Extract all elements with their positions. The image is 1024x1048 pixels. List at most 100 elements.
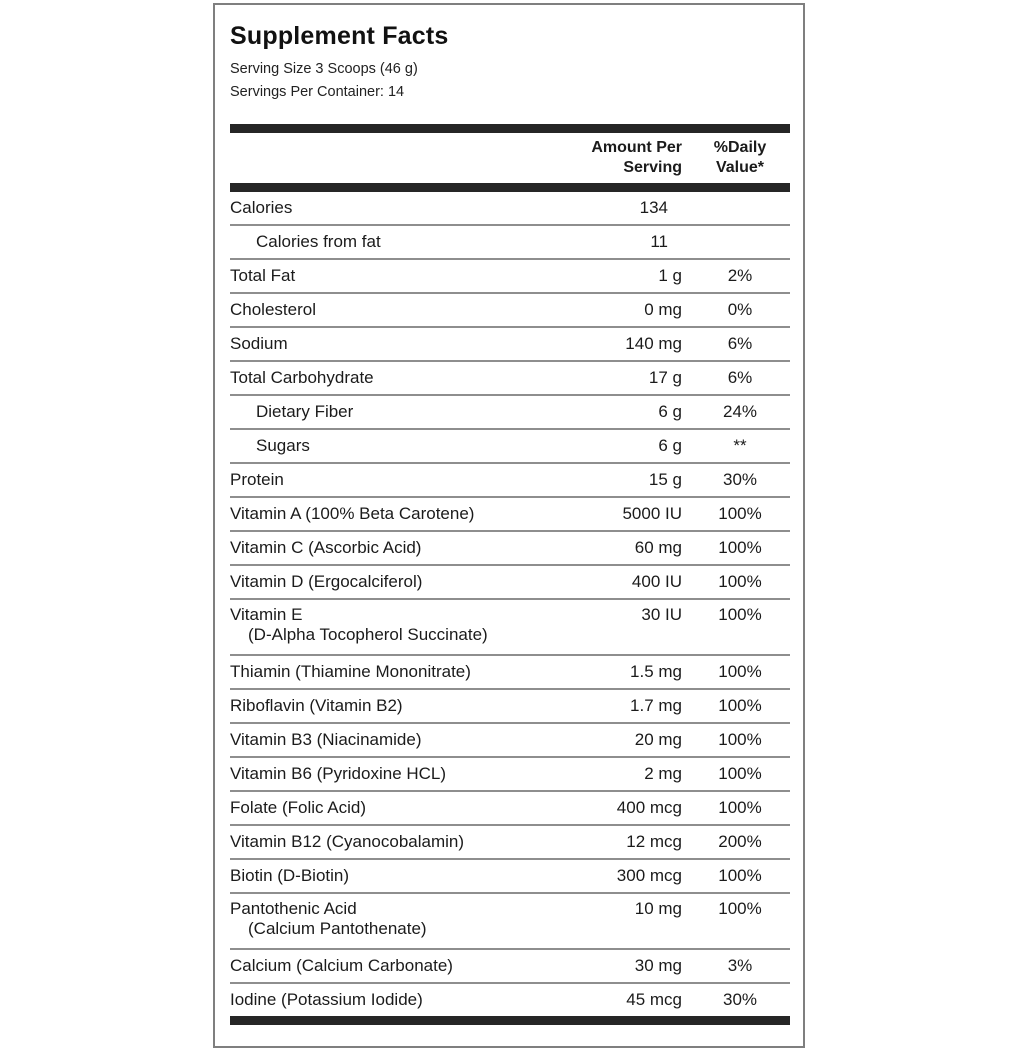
nutrient-row: Vitamin E (D-Alpha Tocopherol Succinate)… (230, 600, 790, 656)
amount-value: 300 mcg (616, 866, 682, 885)
nutrient-row: Total Fat 1 g 2% (230, 260, 790, 294)
supplement-facts-title: Supplement Facts (230, 22, 449, 50)
nutrient-name-line1: Biotin (D-Biotin) (230, 866, 350, 885)
amount-value: 15 g (648, 470, 682, 489)
daily-value: 2% (727, 266, 753, 285)
nutrient-name: Vitamin B6 (Pyridoxine HCL) (230, 764, 570, 784)
nutrient-name-line1: Vitamin D (Ergocalciferol) (230, 572, 423, 591)
amount-value: 6 g (658, 436, 682, 455)
daily-value: 30% (722, 470, 758, 489)
daily-value: ** (733, 436, 747, 455)
amount-value: 6 g (658, 402, 682, 421)
daily-value: 100% (718, 605, 762, 624)
header-spacer (230, 138, 570, 178)
daily-value: 100% (718, 798, 762, 817)
nutrient-name-line1: Calcium (Calcium Carbonate) (230, 956, 453, 975)
nutrient-name: Vitamin C (Ascorbic Acid) (230, 538, 570, 558)
supplement-facts-panel: Supplement Facts Serving Size 3 Scoops (… (213, 3, 805, 1048)
nutrient-name-line1: Calories (230, 198, 293, 217)
nutrient-row: Calories 134 (230, 192, 790, 226)
daily-value: 100% (718, 504, 762, 523)
nutrient-row: Pantothenic Acid (Calcium Pantothenate) … (230, 894, 790, 950)
amount-value: 0 mg (644, 300, 682, 319)
serving-size-text: Serving Size 3 Scoops (46 g) (230, 61, 418, 77)
nutrient-row: Dietary Fiber 6 g 24% (230, 396, 790, 430)
nutrient-row: Protein 15 g 30% (230, 464, 790, 498)
nutrient-name: Biotin (D-Biotin) (230, 866, 570, 886)
nutrient-name-line1: Pantothenic Acid (230, 899, 357, 918)
daily-value: 6% (727, 334, 753, 353)
nutrient-name-line1: Sugars (256, 436, 310, 455)
nutrient-name-line1: Thiamin (Thiamine Mononitrate) (230, 662, 471, 681)
nutrient-name-line1: Vitamin B6 (Pyridoxine HCL) (230, 764, 447, 783)
thick-divider-footer (230, 1016, 790, 1025)
amount-value: 1.7 mg (630, 696, 682, 715)
nutrient-name: Total Carbohydrate (230, 368, 570, 388)
daily-value: 24% (722, 402, 758, 421)
nutrient-table: Calories 134 Calories from fat 11 Total … (230, 192, 790, 1016)
amount-value: 10 mg (634, 899, 682, 918)
nutrient-row: Vitamin C (Ascorbic Acid) 60 mg 100% (230, 532, 790, 566)
daily-value-header: %Daily Value* (690, 138, 790, 178)
nutrient-name: Vitamin A (100% Beta Carotene) (230, 504, 570, 524)
nutrient-name-line1: Vitamin A (100% Beta Carotene) (230, 504, 475, 523)
amount-value: 1 g (658, 266, 682, 285)
nutrient-row: Thiamin (Thiamine Mononitrate) 1.5 mg 10… (230, 656, 790, 690)
amount-value: 1.5 mg (630, 662, 682, 681)
amount-value: 12 mcg (626, 832, 682, 851)
nutrient-name: Sugars (230, 436, 570, 456)
nutrient-name: Vitamin D (Ergocalciferol) (230, 572, 570, 592)
amount-header-line2: Serving (623, 159, 682, 176)
daily-value: 100% (718, 764, 762, 783)
daily-value: 100% (718, 696, 762, 715)
amount-value: 140 mg (625, 334, 682, 353)
nutrient-name-line2: (D-Alpha Tocopherol Succinate) (248, 625, 488, 644)
nutrient-name: Vitamin E (D-Alpha Tocopherol Succinate) (230, 605, 570, 645)
daily-value: 6% (727, 368, 753, 387)
daily-value: 100% (718, 899, 762, 918)
nutrient-row: Biotin (D-Biotin) 300 mcg 100% (230, 860, 790, 894)
nutrient-name: Cholesterol (230, 300, 570, 320)
amount-per-serving-header: Amount Per Serving (570, 138, 690, 178)
nutrient-name-line2: (Calcium Pantothenate) (248, 919, 427, 938)
nutrient-name-line1: Total Fat (230, 266, 296, 285)
amount-value: 20 mg (634, 730, 682, 749)
nutrient-name-line1: Dietary Fiber (256, 402, 354, 421)
daily-value: 0% (727, 300, 753, 319)
nutrient-name: Calories from fat (230, 232, 570, 252)
amount-value: 45 mcg (626, 990, 682, 1009)
nutrient-row: Sugars 6 g ** (230, 430, 790, 464)
nutrient-row: Riboflavin (Vitamin B2) 1.7 mg 100% (230, 690, 790, 724)
amount-value: 30 mg (634, 956, 682, 975)
daily-value: 100% (718, 572, 762, 591)
column-header-row: Amount Per Serving %Daily Value* (230, 133, 790, 183)
nutrient-name: Dietary Fiber (230, 402, 570, 422)
nutrient-row: Vitamin B6 (Pyridoxine HCL) 2 mg 100% (230, 758, 790, 792)
nutrient-name: Riboflavin (Vitamin B2) (230, 696, 570, 716)
nutrient-name: Calories (230, 198, 570, 218)
thick-divider-header-bottom (230, 183, 790, 192)
amount-header-line1: Amount Per (591, 139, 682, 156)
nutrient-name: Calcium (Calcium Carbonate) (230, 956, 570, 976)
nutrient-name: Folate (Folic Acid) (230, 798, 570, 818)
amount-value: 17 g (648, 368, 682, 387)
nutrient-name-line1: Vitamin B3 (Niacinamide) (230, 730, 422, 749)
dv-header-line1: %Daily (713, 139, 767, 156)
nutrient-row: Iodine (Potassium Iodide) 45 mcg 30% (230, 984, 790, 1016)
amount-value: 11 (650, 232, 668, 251)
nutrient-row: Calcium (Calcium Carbonate) 30 mg 3% (230, 950, 790, 984)
servings-per-container-text: Servings Per Container: 14 (230, 84, 405, 100)
nutrient-row: Calories from fat 11 (230, 226, 790, 260)
amount-value: 2 mg (644, 764, 682, 783)
daily-value: 3% (727, 956, 753, 975)
nutrient-name-line1: Calories from fat (256, 232, 381, 251)
nutrient-name: Sodium (230, 334, 570, 354)
nutrient-name: Thiamin (Thiamine Mononitrate) (230, 662, 570, 682)
nutrient-name-line1: Protein (230, 470, 284, 489)
amount-value: 134 (639, 198, 668, 217)
nutrient-name-line1: Iodine (Potassium Iodide) (230, 990, 423, 1009)
amount-value: 400 mcg (616, 798, 682, 817)
nutrient-name: Iodine (Potassium Iodide) (230, 990, 570, 1010)
nutrient-name-line1: Cholesterol (230, 300, 316, 319)
nutrient-name-line1: Vitamin E (230, 605, 303, 624)
